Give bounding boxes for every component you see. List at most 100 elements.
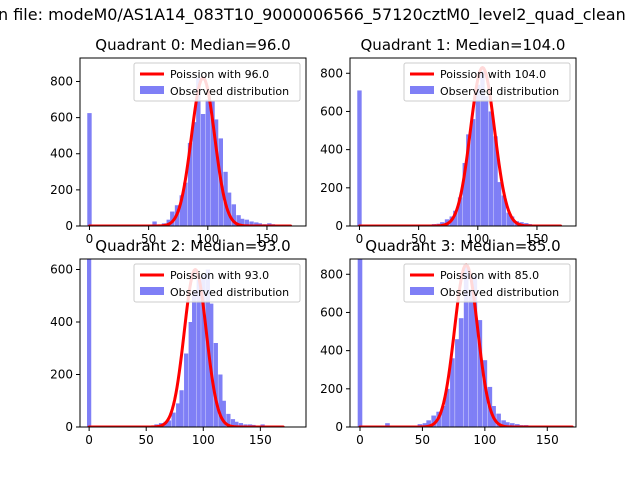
histogram-bar (205, 99, 210, 226)
quadrant-2-plot: Quadrant 2: Median=93.0 0 50 100 150 0 200 400 6… (50, 237, 307, 447)
y-tick-label: 200 (320, 181, 343, 195)
x-tick-label: 0 (356, 232, 364, 246)
quadrant-3-axes-frame (349, 258, 577, 428)
quadrant-1-plot: Quadrant 1: Median=104.0 0 50 100 150 0 200 400… (320, 36, 577, 246)
quadrant-0-axes-frame (79, 57, 307, 227)
x-tick-label: 0 (356, 433, 364, 447)
legend-patch-swatch (140, 287, 164, 295)
histogram-bar (488, 111, 493, 226)
histogram-bar (506, 212, 511, 226)
x-tick-label: 100 (192, 433, 215, 447)
histogram-bar (385, 423, 390, 427)
histogram-bar (152, 221, 157, 226)
legend-box (403, 263, 571, 303)
histogram-bar (249, 221, 254, 226)
histogram-bar (213, 119, 219, 226)
x-tick-label: 150 (525, 232, 548, 246)
x-tick-label: 50 (141, 232, 156, 246)
x-tick-label: 0 (85, 433, 93, 447)
legend-patch-swatch (410, 86, 434, 94)
histogram-bar (463, 264, 469, 427)
histogram-bar (501, 420, 506, 427)
quadrant-3-plot: Quadrant 3: Median=85.0 0 50 100 150 0 200 400 6… (320, 237, 577, 447)
y-tick-label: 600 (50, 111, 73, 125)
histogram-bar (184, 353, 189, 427)
poisson-curve (87, 268, 285, 427)
quadrant-2-legend: Poission with 93.0 Observed distribution (133, 263, 301, 303)
y-tick-label: 600 (50, 263, 73, 277)
y-tick-label: 200 (50, 368, 73, 382)
y-tick-label: 400 (320, 344, 343, 358)
histogram-bar (176, 403, 181, 427)
legend-box (133, 263, 301, 303)
x-tick-label: 150 (536, 433, 559, 447)
histogram-bar (234, 421, 239, 427)
x-tick-label: 100 (196, 232, 219, 246)
quadrant-3-legend: Poission with 85.0 Observed distribution (403, 263, 571, 303)
figure-suptitle: n file: modeM0/AS1A14_083T10_9000006566_… (0, 5, 626, 25)
quadrant-3-title: Quadrant 3: Median=85.0 (365, 237, 560, 255)
histogram-bar (466, 134, 471, 226)
quadrant-1-axes-frame (349, 57, 577, 227)
histogram-bar (231, 204, 237, 226)
y-tick-label: 600 (320, 104, 343, 118)
x-tick-label: 50 (411, 232, 426, 246)
histogram-bar (166, 420, 172, 427)
x-tick-label: 100 (473, 433, 496, 447)
legend-label-poisson: Poission with 85.0 (440, 269, 539, 282)
legend-label-observed: Observed distribution (440, 85, 559, 98)
histogram-bar (357, 259, 363, 427)
y-tick-label: 800 (50, 74, 73, 88)
legend-label-observed: Observed distribution (170, 286, 289, 299)
legend-label-poisson: Poission with 104.0 (440, 68, 546, 81)
histogram-bar (431, 415, 436, 427)
histogram-bar (221, 400, 226, 427)
histogram-bar (496, 413, 501, 427)
histogram-bar (509, 216, 515, 226)
legend-label-observed: Observed distribution (440, 286, 559, 299)
histogram-bar (458, 318, 464, 427)
histogram-bar (445, 388, 450, 427)
y-tick-label: 0 (335, 420, 343, 434)
histogram-bar (455, 339, 460, 427)
x-tick-label: 0 (86, 232, 94, 246)
histogram-bar (441, 406, 446, 427)
histogram-bar (192, 290, 197, 427)
histogram-bar (170, 211, 175, 226)
histogram-bar (213, 343, 218, 427)
histogram-bar (210, 101, 215, 226)
histogram-bar (254, 222, 259, 226)
histogram-bar (477, 320, 483, 427)
y-tick-label: 0 (65, 219, 73, 233)
histogram-bar (87, 113, 92, 226)
histogram-bar (480, 71, 485, 226)
histogram-bar (482, 360, 488, 427)
histogram-bar (87, 259, 92, 427)
x-tick-label: 150 (255, 232, 278, 246)
histogram-bar (226, 413, 231, 427)
quadrant-1-legend: Poission with 104.0 Observed distribution (403, 62, 571, 102)
histogram-bar (483, 96, 489, 226)
histogram-bar (226, 192, 232, 226)
histogram-bar (470, 119, 476, 226)
histogram-bar (230, 419, 236, 427)
quadrant-2-axes-frame (79, 258, 307, 428)
quadrant-2-plot-area (87, 259, 285, 427)
y-tick-label: 400 (320, 143, 343, 157)
legend-label-observed: Observed distribution (170, 85, 289, 98)
quadrant-0-plot: Quadrant 0: Median=96.0 0 50 100 150 0 200 400 6… (50, 36, 307, 246)
y-tick-label: 600 (320, 305, 343, 319)
y-tick-label: 800 (320, 66, 343, 80)
histogram-bar (236, 215, 241, 226)
histogram-bar (218, 374, 223, 427)
histogram-bar (450, 358, 455, 427)
y-tick-label: 200 (320, 382, 343, 396)
quadrant-0-title: Quadrant 0: Median=96.0 (95, 36, 290, 54)
quadrant-0-legend: Poission with 96.0 Observed distribution (133, 62, 301, 102)
quadrant-2-title: Quadrant 2: Median=93.0 (95, 237, 290, 255)
histogram-bar (468, 289, 474, 427)
y-tick-label: 0 (65, 420, 73, 434)
legend-label-poisson: Poission with 96.0 (170, 68, 269, 81)
y-tick-label: 0 (335, 219, 343, 233)
